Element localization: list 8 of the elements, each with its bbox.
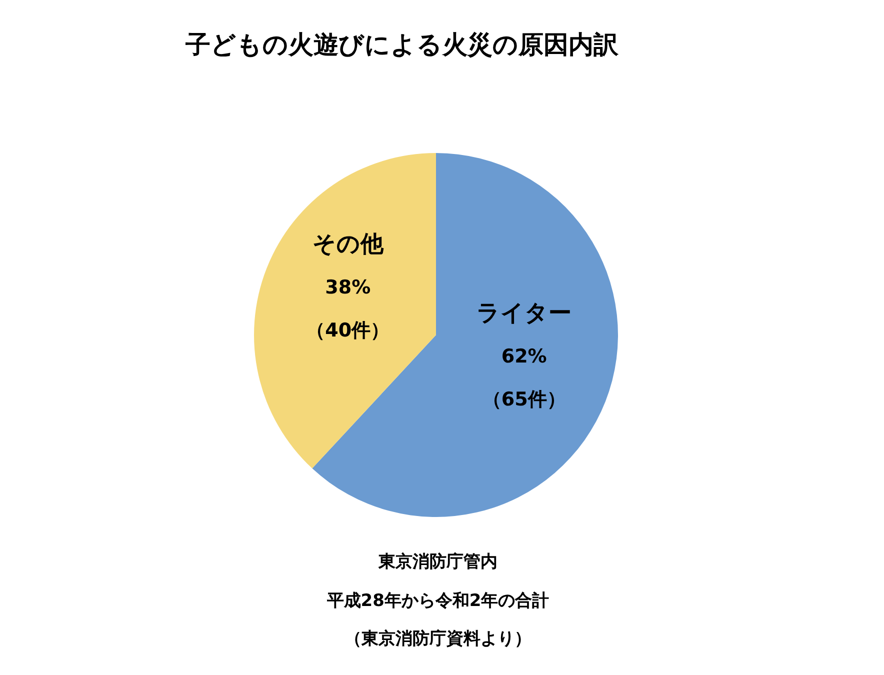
chart-title: 子どもの火遊びによる火災の原因内訳 xyxy=(184,29,620,61)
text: 東京消防庁管内 xyxy=(377,551,498,574)
text: （東京消防庁資料より） xyxy=(344,628,532,651)
data-label: 62% （65件） xyxy=(482,346,566,411)
data-label: 38% （40件） xyxy=(306,276,390,342)
slice-label: その他 xyxy=(312,231,384,258)
slice-label: ライター xyxy=(476,300,572,327)
text: 平成28年から令和2年の合計 xyxy=(326,590,550,612)
